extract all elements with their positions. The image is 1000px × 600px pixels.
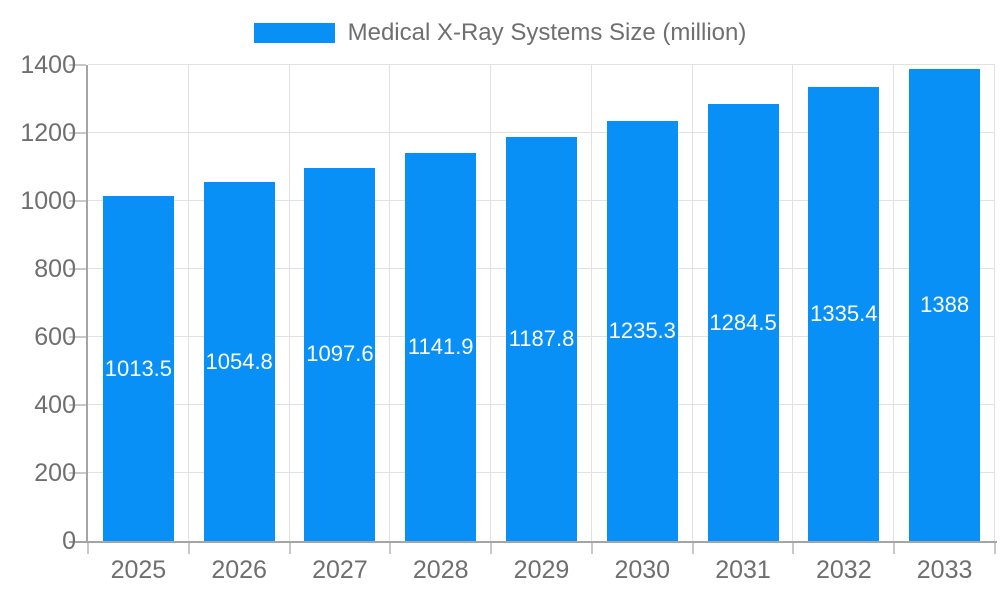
x-axis-tick-9 — [994, 541, 996, 554]
y-axis-label-400: 400 — [34, 391, 76, 419]
x-axis-tick-6 — [691, 541, 694, 554]
chart-legend: Medical X-Ray Systems Size (million) — [0, 20, 1000, 46]
x-axis-tick-7 — [792, 541, 795, 554]
gridline-vertical-1 — [187, 65, 189, 541]
x-axis-label-2031: 2031 — [715, 556, 771, 584]
bar-value-label-2026: 1054.8 — [205, 348, 273, 374]
gridline-horizontal-1400 — [88, 64, 995, 65]
x-axis-tick-4 — [490, 541, 493, 554]
x-axis-tick-5 — [590, 541, 593, 554]
bar-2033[interactable] — [909, 69, 981, 541]
bar-2030[interactable] — [606, 121, 678, 541]
bar-value-label-2025: 1013.5 — [104, 355, 173, 381]
gridline-vertical-8 — [893, 65, 895, 541]
y-axis-tick-800 — [69, 268, 86, 270]
x-axis-label-2026: 2026 — [211, 556, 267, 584]
gridline-vertical-7 — [792, 65, 794, 541]
x-axis-label-2033: 2033 — [916, 556, 973, 584]
x-axis-line — [69, 541, 997, 543]
y-axis-line — [86, 65, 88, 543]
x-axis-label-2027: 2027 — [312, 556, 368, 584]
y-axis-tick-1000 — [69, 200, 86, 202]
bar-2028[interactable] — [405, 152, 477, 541]
gridline-vertical-2 — [288, 65, 290, 541]
x-axis-label-2032: 2032 — [816, 556, 872, 584]
bar-2029[interactable] — [506, 137, 577, 541]
legend-label: Medical X-Ray Systems Size (million) — [347, 19, 747, 46]
bar-value-label-2033: 1388 — [920, 292, 970, 318]
x-axis-label-2025: 2025 — [110, 556, 167, 584]
x-axis-label-2030: 2030 — [614, 556, 671, 584]
gridline-vertical-9 — [994, 65, 995, 541]
x-axis-tick-0 — [87, 541, 89, 554]
x-axis-tick-3 — [389, 541, 392, 554]
y-axis-tick-600 — [69, 336, 86, 338]
x-axis-tick-1 — [187, 541, 190, 554]
bar-value-label-2029: 1187.8 — [508, 326, 575, 352]
y-axis-label-800: 800 — [34, 255, 76, 283]
bar-2027[interactable] — [304, 167, 376, 541]
y-axis-tick-1400 — [69, 64, 86, 66]
y-axis-tick-200 — [69, 472, 86, 474]
y-axis-label-600: 600 — [34, 323, 76, 351]
bar-value-label-2030: 1235.3 — [608, 317, 676, 343]
x-axis-label-2029: 2029 — [513, 556, 570, 584]
y-axis-label-1000: 1000 — [20, 187, 76, 215]
y-axis-tick-400 — [69, 404, 86, 406]
bar-value-label-2028: 1141.9 — [407, 333, 474, 359]
legend-swatch-icon — [253, 23, 335, 43]
bar-2032[interactable] — [808, 86, 880, 541]
gridline-vertical-3 — [389, 65, 391, 541]
y-axis-label-1400: 1400 — [20, 51, 76, 79]
bar-value-label-2031: 1284.5 — [709, 309, 777, 335]
y-axis-label-1200: 1200 — [20, 119, 76, 147]
plot-area: 1013.5 1054.8 1097.6 1141.9 1187.8 1235.3 1284… — [69, 64, 997, 554]
gridline-horizontal-1200 — [88, 132, 995, 133]
gridline-vertical-5 — [590, 65, 592, 541]
bar-2025[interactable] — [102, 196, 174, 541]
y-axis-tick-1200 — [69, 132, 86, 134]
x-axis-tick-8 — [893, 541, 896, 554]
x-axis-label-2028: 2028 — [412, 556, 469, 584]
bar-value-label-2032: 1335.4 — [810, 300, 878, 326]
gridline-vertical-6 — [691, 65, 693, 541]
x-axis-tick-2 — [288, 541, 291, 554]
bar-value-label-2027: 1097.6 — [306, 341, 374, 367]
y-axis-label-0: 0 — [62, 527, 76, 555]
bar-2031[interactable] — [707, 104, 779, 541]
gridline-vertical-4 — [490, 65, 492, 541]
bar-2026[interactable] — [203, 182, 275, 541]
y-axis-label-200: 200 — [34, 459, 76, 487]
